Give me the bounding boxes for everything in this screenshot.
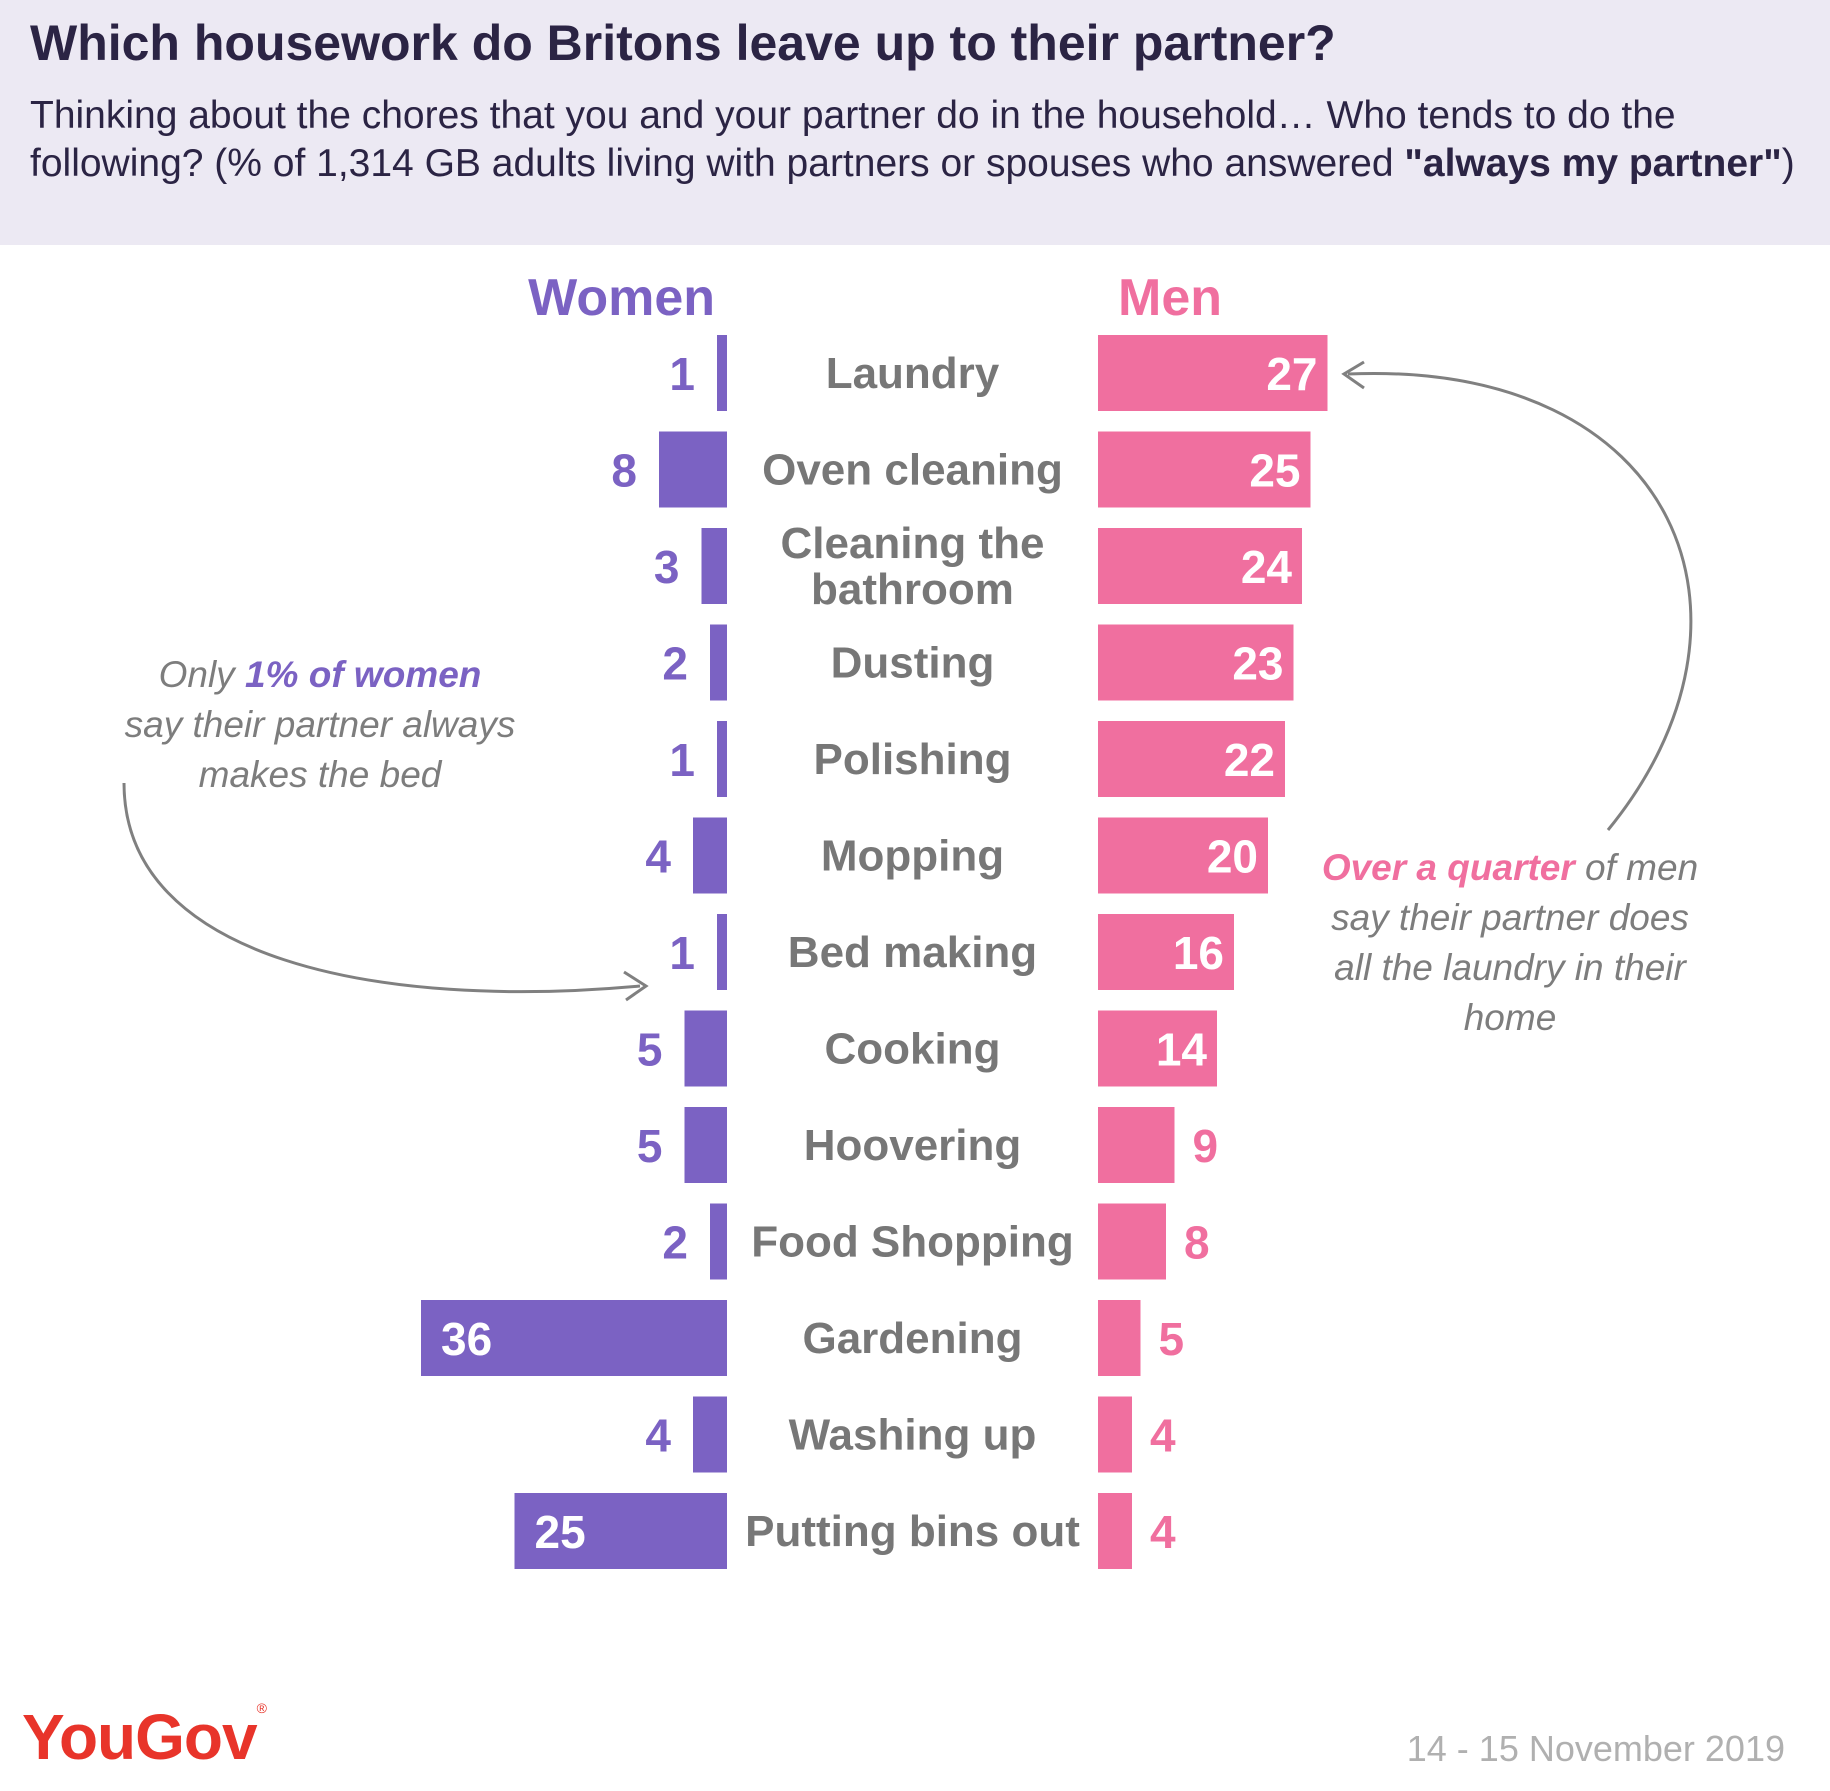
men-bar-cleaning-the-bathroom (1098, 528, 1302, 604)
women-bar-cooking (684, 1010, 727, 1087)
category-label-mopping: Mopping (821, 832, 1004, 881)
subtitle-emphasis: "always my partner" (1404, 142, 1782, 185)
women-annotation-arrow (122, 782, 641, 994)
men-value-hoovering: 9 (1193, 1120, 1219, 1172)
men-bar-bed-making (1098, 914, 1234, 990)
women-value-putting-bins-out: 25 (535, 1506, 586, 1558)
women-annotation-highlight: 1% of women (244, 654, 482, 695)
men-annotation: Over a quarter of men say their partner … (1310, 843, 1710, 1043)
women-value-laundry: 1 (669, 348, 695, 400)
women-bar-polishing (717, 721, 727, 797)
women-annotation-arrowhead (623, 970, 649, 1002)
women-bar-bed-making (717, 914, 727, 990)
men-bar-putting-bins-out (1098, 1493, 1132, 1569)
men-bar-hoovering (1098, 1107, 1175, 1183)
category-label-cleaning-the-bathroom-line1: Cleaning the (780, 519, 1044, 568)
category-label-oven-cleaning: Oven cleaning (762, 446, 1063, 495)
category-label-cooking: Cooking (825, 1025, 1001, 1074)
subtitle-text: Thinking about the chores that you and y… (30, 94, 1676, 185)
women-value-gardening: 36 (441, 1313, 492, 1365)
women-value-polishing: 1 (669, 734, 695, 786)
women-value-oven-cleaning: 8 (611, 445, 637, 497)
men-bar-food-shopping (1098, 1203, 1166, 1280)
men-value-putting-bins-out: 4 (1150, 1506, 1176, 1558)
men-value-oven-cleaning: 25 (1249, 445, 1300, 497)
men-bar-oven-cleaning (1098, 431, 1311, 508)
men-value-cooking: 14 (1156, 1024, 1208, 1076)
women-annotation-text: say their partner always makes the bed (124, 704, 516, 795)
women-bar-hoovering (684, 1107, 727, 1183)
women-annotation: Only 1% of women say their partner always… (70, 650, 570, 800)
chart-title: Which housework do Britons leave up to t… (30, 15, 1336, 71)
men-value-cleaning-the-bathroom: 24 (1241, 541, 1293, 593)
women-bar-putting-bins-out (514, 1493, 727, 1569)
men-column-header: Men (1118, 269, 1222, 327)
men-value-dusting: 23 (1232, 638, 1283, 690)
men-annotation-arrowhead (1341, 360, 1365, 390)
women-bar-washing-up (693, 1396, 727, 1473)
men-annotation-highlight: Over a quarter (1321, 847, 1575, 888)
women-value-dusting: 2 (662, 638, 688, 690)
category-label-laundry: Laundry (826, 349, 1000, 398)
header-band: Which housework do Britons leave up to t… (0, 0, 1830, 245)
women-value-washing-up: 4 (645, 1410, 671, 1462)
men-value-mopping: 20 (1207, 831, 1258, 883)
men-bar-gardening (1098, 1300, 1141, 1376)
men-value-gardening: 5 (1159, 1313, 1185, 1365)
men-value-washing-up: 4 (1150, 1410, 1176, 1462)
category-label-hoovering: Hoovering (804, 1121, 1022, 1170)
women-value-cooking: 5 (637, 1024, 663, 1076)
men-value-food-shopping: 8 (1184, 1217, 1210, 1269)
yougov-logo: YouGov® (22, 1700, 267, 1773)
category-label-putting-bins-out: Putting bins out (745, 1507, 1080, 1556)
category-label-washing-up: Washing up (789, 1411, 1037, 1460)
men-value-polishing: 22 (1224, 734, 1275, 786)
women-value-bed-making: 1 (669, 927, 695, 979)
women-annotation-pre: Only (158, 654, 245, 695)
survey-date: 14 - 15 November 2019 (1406, 1728, 1785, 1769)
men-annotation-text: of men say their partner does all the la… (1331, 847, 1699, 1038)
men-bar-washing-up (1098, 1396, 1132, 1473)
category-label-gardening: Gardening (802, 1314, 1022, 1363)
women-bar-dusting (710, 624, 727, 701)
men-bar-dusting (1098, 624, 1294, 701)
category-label-cleaning-the-bathroom-line2: bathroom (811, 565, 1014, 614)
men-bar-laundry (1098, 335, 1328, 411)
women-value-mopping: 4 (645, 831, 671, 883)
category-label-food-shopping: Food Shopping (751, 1218, 1074, 1267)
category-label-polishing: Polishing (814, 735, 1012, 784)
women-bar-laundry (717, 335, 727, 411)
women-bar-mopping (693, 817, 727, 894)
women-value-food-shopping: 2 (662, 1217, 688, 1269)
men-value-bed-making: 16 (1173, 927, 1224, 979)
chart-subtitle: Thinking about the chores that you and y… (30, 92, 1800, 188)
women-bar-gardening (421, 1300, 727, 1376)
women-bar-cleaning-the-bathroom (701, 528, 727, 604)
women-value-cleaning-the-bathroom: 3 (654, 541, 680, 593)
subtitle-close: ) (1781, 142, 1795, 185)
men-bar-mopping (1098, 817, 1268, 894)
category-label-bed-making: Bed making (788, 928, 1037, 977)
men-value-laundry: 27 (1266, 348, 1317, 400)
logo-text: YouGov (22, 1701, 258, 1773)
men-annotation-arrow (1347, 372, 1693, 831)
women-column-header: Women (528, 269, 715, 327)
women-bar-oven-cleaning (659, 431, 727, 508)
women-bar-food-shopping (710, 1203, 727, 1280)
women-value-hoovering: 5 (637, 1120, 663, 1172)
men-bar-polishing (1098, 721, 1285, 797)
men-bar-cooking (1098, 1010, 1217, 1087)
category-label-dusting: Dusting (831, 639, 995, 688)
